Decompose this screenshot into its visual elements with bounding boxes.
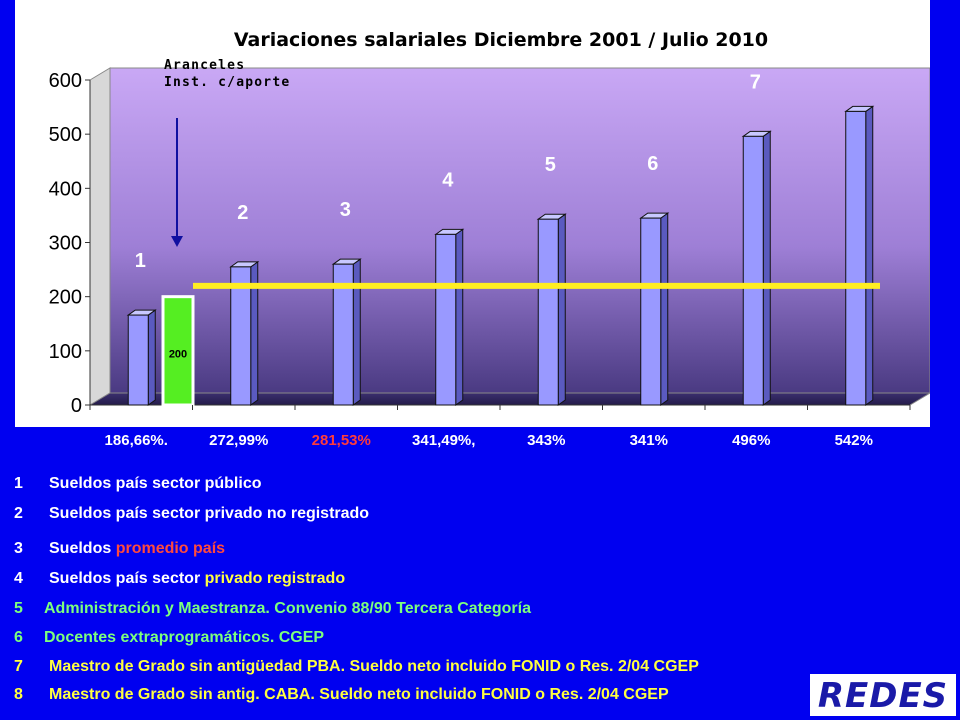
y-tick-label: 0	[71, 395, 82, 417]
chart-panel: Variaciones salariales Diciembre 2001 / …	[15, 0, 930, 427]
legend-item-8: 8 Maestro de Grado sin antig. CABA. Sueld…	[14, 686, 669, 703]
annotation-text: Aranceles	[164, 58, 245, 73]
legend-item-5: 5 Administración y Maestranza. Convenio 8…	[14, 600, 531, 617]
percent-labels: 186,66%. 272,99% 281,53% 341,49%, 343% 341% 49…	[0, 432, 960, 460]
bar-category-label: 3	[340, 199, 351, 221]
legend-item-4: 4 Sueldos país sector privado registrado	[14, 570, 346, 587]
bar-chart: Variaciones salariales Diciembre 2001 / …	[49, 29, 930, 417]
bar-side	[557, 213, 566, 406]
bar	[742, 135, 764, 406]
bar-side	[455, 228, 464, 406]
y-tick-label: 600	[49, 70, 82, 92]
y-tick-label: 300	[49, 233, 82, 255]
bar-category-label: 4	[442, 169, 454, 191]
bar-category-label: 5	[545, 154, 556, 176]
logo-text: REDES	[817, 676, 949, 716]
bar	[332, 263, 354, 406]
legend-item-2: 2 Sueldos país sector privado no registra…	[14, 505, 370, 522]
annotation-text: Inst. c/aporte	[164, 75, 290, 90]
bar-category-label: 6	[647, 153, 658, 175]
bar-side	[147, 309, 156, 406]
bar-side	[762, 130, 771, 406]
annotation-bar	[161, 295, 195, 407]
y-tick-label: 100	[49, 341, 82, 363]
legend-item-7: 7 Maestro de Grado sin antigüedad PBA. Su…	[14, 658, 699, 675]
bar	[640, 217, 662, 406]
bar-side	[352, 258, 361, 406]
plot-floor	[88, 392, 930, 406]
percent-label: 542%	[834, 432, 873, 449]
bar	[230, 266, 252, 406]
bar-category-label: 7	[750, 71, 761, 93]
annotation-value-label: 200	[169, 349, 187, 361]
plot-side-wall	[89, 67, 111, 406]
y-tick-label: 400	[49, 178, 82, 200]
chart-title: Variaciones salariales Diciembre 2001 / …	[234, 29, 768, 51]
bar	[435, 233, 457, 406]
bar	[127, 314, 149, 406]
percent-label: 343%	[527, 432, 566, 449]
annotation-arrow-head	[171, 236, 183, 247]
bar-side	[660, 212, 669, 406]
percent-label: 341,49%,	[412, 432, 476, 449]
bar	[845, 110, 867, 406]
bar-side	[865, 105, 874, 406]
legend-item-1: 1 Sueldos país sector público	[14, 475, 262, 492]
redes-logo: REDES	[808, 672, 958, 718]
legend-item-3: 3 Sueldos promedio país	[14, 540, 226, 557]
percent-label: 281,53%	[311, 432, 371, 449]
bar-category-label: 1	[135, 250, 146, 272]
bar	[537, 218, 559, 406]
percent-label: 341%	[629, 432, 668, 449]
percent-label: 186,66%.	[104, 432, 168, 449]
y-tick-label: 200	[49, 287, 82, 309]
legend-item-6: 6 Docentes extraprogramáticos. CGEP	[14, 629, 325, 646]
bar-category-label: 2	[237, 202, 248, 224]
bar-category-label: 8	[852, 46, 863, 68]
y-tick-label: 500	[49, 124, 82, 146]
percent-label: 272,99%	[209, 432, 269, 449]
percent-label: 496%	[732, 432, 771, 449]
